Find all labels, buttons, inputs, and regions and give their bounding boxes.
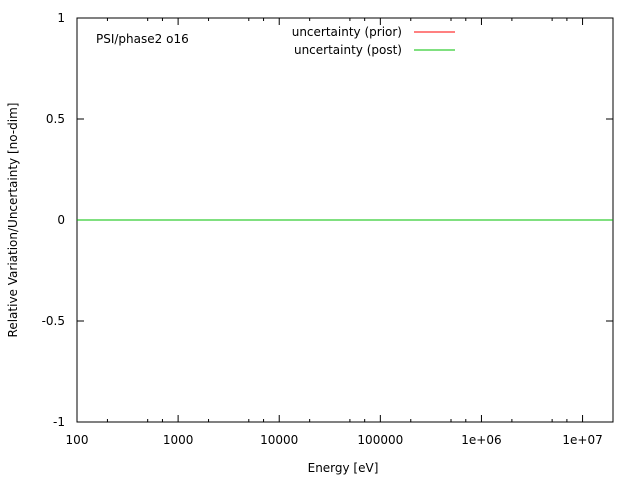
x-tick-label: 1e+07 <box>562 433 602 447</box>
x-tick-label: 10000 <box>260 433 298 447</box>
legend-label: uncertainty (post) <box>294 43 402 57</box>
y-tick-label: -1 <box>53 415 65 429</box>
y-tick-label: -0.5 <box>42 314 65 328</box>
y-tick-label: 0 <box>57 213 65 227</box>
x-tick-label: 1000 <box>163 433 194 447</box>
y-tick-label: 0.5 <box>46 112 65 126</box>
x-tick-label: 100000 <box>357 433 403 447</box>
y-tick-label: 1 <box>57 11 65 25</box>
x-tick-label: 100 <box>66 433 89 447</box>
x-tick-label: 1e+06 <box>461 433 501 447</box>
y-axis-label: Relative Variation/Uncertainty [no-dim] <box>6 103 20 338</box>
plot-annotation: PSI/phase2 o16 <box>96 32 189 46</box>
legend-label: uncertainty (prior) <box>292 25 402 39</box>
x-axis-label: Energy [eV] <box>308 461 379 475</box>
